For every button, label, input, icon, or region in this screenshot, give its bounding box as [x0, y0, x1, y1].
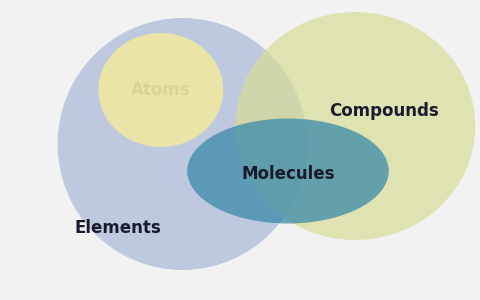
Text: Molecules: Molecules	[241, 165, 335, 183]
Ellipse shape	[58, 18, 307, 270]
Ellipse shape	[98, 33, 223, 147]
Text: Compounds: Compounds	[329, 102, 439, 120]
Text: Atoms: Atoms	[131, 81, 191, 99]
Text: Elements: Elements	[74, 219, 161, 237]
Ellipse shape	[235, 12, 475, 240]
Ellipse shape	[187, 118, 389, 224]
